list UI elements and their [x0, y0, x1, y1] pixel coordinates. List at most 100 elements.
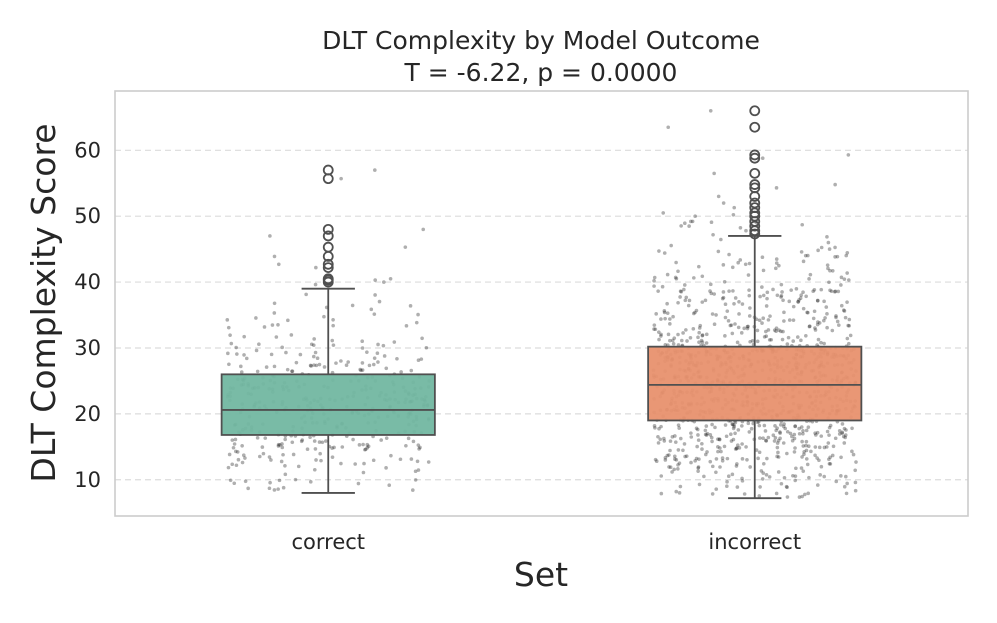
jitter-point	[732, 424, 736, 429]
jitter-point	[726, 474, 731, 479]
jitter-point	[331, 318, 335, 322]
chart-subtitle: T = -6.22, p = 0.0000	[404, 58, 678, 87]
jitter-point	[411, 439, 416, 444]
jitter-point	[339, 359, 343, 363]
jitter-point	[357, 443, 362, 447]
jitter-point	[731, 426, 736, 431]
jitter-point	[842, 309, 847, 313]
jitter-point	[685, 339, 689, 343]
jitter-point	[718, 465, 722, 469]
jitter-point	[716, 445, 720, 449]
jitter-point	[313, 350, 318, 355]
jitter-point	[659, 332, 663, 337]
jitter-point	[813, 326, 817, 330]
jitter-point	[227, 362, 231, 367]
jitter-point	[714, 313, 718, 317]
outlier-marker	[322, 223, 334, 235]
y-tick-label: 10	[74, 468, 101, 492]
jitter-point	[334, 361, 338, 365]
jitter-point	[844, 428, 848, 432]
jitter-point	[708, 282, 713, 287]
jitter-point	[846, 153, 851, 157]
jitter-point	[700, 333, 705, 338]
jitter-point	[274, 335, 279, 339]
jitter-point	[317, 362, 322, 367]
jitter-point	[839, 275, 844, 280]
jitter-point	[755, 420, 760, 425]
jitter-point	[228, 333, 232, 337]
jitter-point	[801, 429, 805, 433]
jitter-point	[735, 443, 740, 447]
jitter-point	[761, 436, 765, 441]
jitter-point	[778, 423, 783, 427]
jitter-point	[782, 475, 787, 480]
jitter-point	[419, 357, 424, 361]
jitter-point	[736, 260, 740, 265]
jitter-point	[841, 308, 846, 313]
jitter-point	[683, 298, 688, 303]
jitter-point	[775, 441, 780, 445]
jitter-point	[678, 436, 683, 441]
jitter-point	[290, 369, 294, 374]
jitter-point	[666, 332, 671, 337]
jitter-points	[225, 108, 858, 499]
jitter-point	[314, 265, 318, 270]
x-axis-label: Set	[514, 555, 568, 594]
jitter-point	[418, 445, 422, 450]
jitter-point	[659, 474, 664, 478]
jitter-point	[763, 429, 768, 433]
jitter-point	[676, 448, 681, 452]
jitter-point	[804, 428, 809, 433]
jitter-point	[799, 293, 803, 298]
jitter-point	[291, 452, 296, 457]
jitter-point	[668, 465, 673, 469]
jitter-point	[409, 368, 414, 373]
jitter-point	[845, 271, 849, 275]
jitter-point	[268, 234, 272, 238]
jitter-point	[822, 299, 826, 304]
jitter-point	[384, 466, 388, 470]
jitter-point	[697, 326, 702, 330]
jitter-point	[330, 446, 334, 450]
jitter-point	[775, 293, 780, 298]
jitter-point	[837, 323, 841, 327]
jitter-point	[801, 306, 806, 311]
jitter-point	[799, 425, 804, 429]
jitter-point	[281, 452, 285, 457]
jitter-point	[817, 321, 822, 325]
jitter-point	[723, 302, 728, 307]
jitter-point	[776, 470, 781, 474]
jitter-point	[778, 430, 782, 434]
jitter-point	[351, 437, 355, 442]
jitter-point	[678, 295, 682, 299]
jitter-point	[308, 363, 313, 368]
jitter-point	[834, 479, 839, 484]
jitter-point	[261, 451, 266, 456]
jitter-point	[663, 343, 668, 347]
jitter-point	[728, 323, 733, 328]
jitter-point	[762, 335, 767, 339]
jitter-point	[761, 471, 766, 475]
jitter-point	[839, 303, 844, 308]
jitter-point	[255, 369, 260, 374]
jitter-point	[661, 211, 666, 215]
jitter-point	[388, 276, 393, 281]
jitter-point	[314, 363, 319, 368]
jitter-point	[658, 437, 663, 442]
jitter-point	[721, 295, 726, 300]
jitter-point	[834, 315, 838, 320]
jitter-point	[240, 444, 244, 448]
jitter-point	[755, 328, 760, 333]
jitter-point	[735, 462, 739, 466]
jitter-point	[819, 434, 824, 438]
jitter-point	[312, 337, 316, 341]
jitter-point	[804, 457, 809, 461]
jitter-point	[365, 442, 370, 447]
jitter-point	[708, 433, 713, 437]
jitter-point	[682, 283, 687, 287]
jitter-point	[690, 219, 695, 224]
jitter-point	[234, 345, 238, 350]
jitter-point	[697, 340, 701, 345]
jitter-point	[313, 282, 318, 287]
jitter-point	[744, 445, 748, 449]
